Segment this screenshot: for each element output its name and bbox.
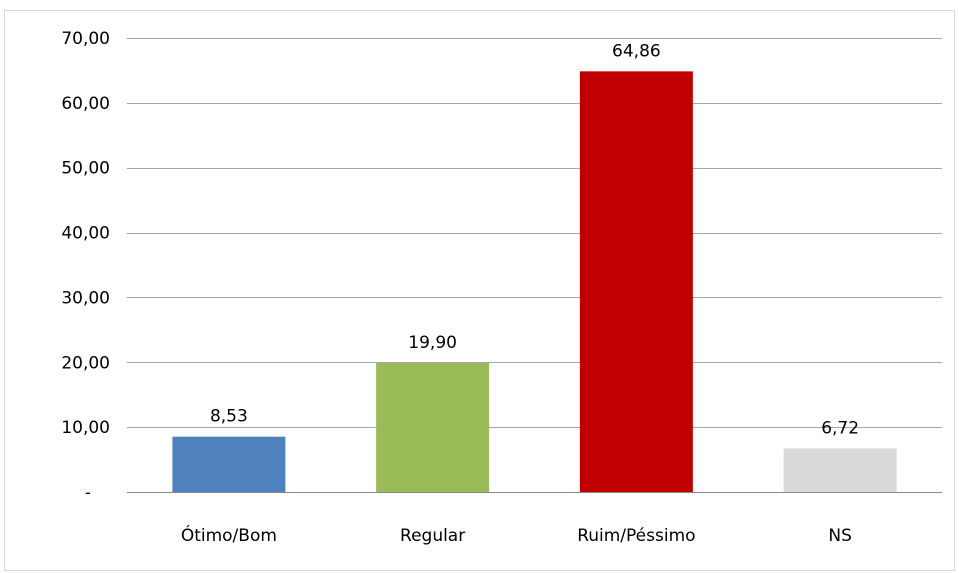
y-axis-tick-labels: - 10,00 20,00 30,00 40,00 50,00 60,00 70,00 [61, 29, 110, 503]
data-label: 19,90 [408, 333, 457, 353]
bar [172, 437, 285, 492]
data-labels: 8,53 19,90 64,86 6,72 [210, 41, 859, 438]
y-tick-label: 50,00 [61, 159, 110, 179]
x-tick-label: Ruim/Péssimo [577, 526, 695, 546]
data-label: 6,72 [821, 418, 859, 438]
y-tick-label: - [85, 483, 91, 503]
x-axis-category-labels: Ótimo/Bom Regular Ruim/Péssimo NS [181, 524, 852, 546]
x-tick-label: Regular [400, 526, 465, 546]
bar [376, 363, 489, 492]
bar [580, 71, 693, 492]
gridlines [127, 39, 942, 493]
y-tick-label: 30,00 [61, 288, 110, 308]
bar [784, 448, 897, 492]
data-label: 64,86 [612, 41, 661, 61]
y-tick-label: 60,00 [61, 94, 110, 114]
x-tick-label: Ótimo/Bom [181, 524, 277, 546]
y-tick-label: 40,00 [61, 224, 110, 244]
y-tick-label: 10,00 [61, 418, 110, 438]
data-label: 8,53 [210, 407, 248, 427]
bars [172, 71, 896, 492]
y-tick-label: 70,00 [61, 29, 110, 49]
x-tick-label: NS [828, 526, 852, 546]
y-tick-label: 20,00 [61, 353, 110, 373]
